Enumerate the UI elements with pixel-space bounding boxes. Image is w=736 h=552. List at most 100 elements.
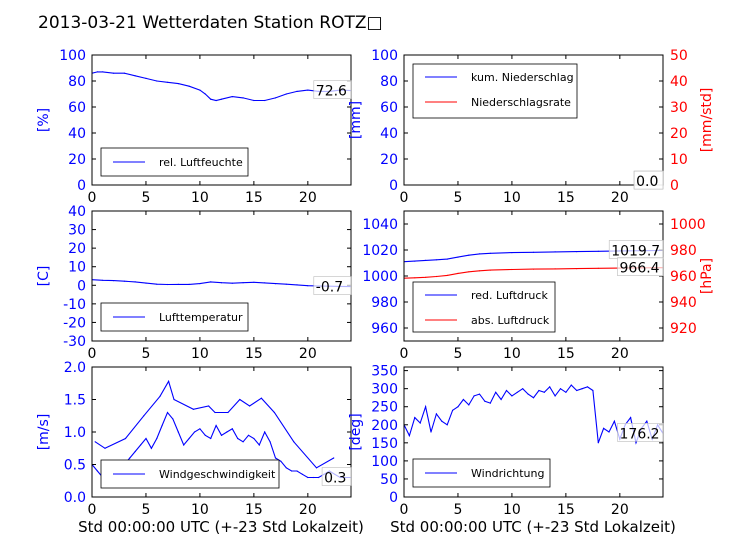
data-point [258, 444, 260, 446]
x-tick-label: 5 [141, 346, 150, 362]
panel-wind_speed: 0 5 10 15 20 0.0 0.5 1.0 1.5 2.0 [m/s] Windgeschwin… [36, 360, 352, 518]
y-tick-label: 1040 [362, 217, 398, 233]
data-point [414, 417, 416, 419]
data-point [446, 424, 448, 426]
data-point [495, 391, 497, 393]
data-point [478, 270, 481, 272]
data-point [285, 93, 287, 95]
x-tick-label: 5 [141, 502, 150, 518]
data-point [293, 441, 295, 443]
panel-humidity: 0 5 10 15 20 0 20 40 60 80 100 [%] rel. Luftfeuchte 7… [36, 48, 352, 206]
y-tick-label: 60 [380, 100, 398, 116]
x-tick-label: 20 [299, 346, 317, 362]
data-point [414, 277, 416, 279]
data-point [462, 398, 464, 401]
data-point [543, 391, 545, 393]
latest-value: 176.2 [620, 426, 660, 442]
data-point [549, 386, 551, 388]
data-point [576, 251, 578, 253]
y-axis-label: [%] [36, 108, 52, 132]
data-point [249, 405, 251, 407]
x-tick-label: 5 [141, 190, 150, 206]
data-point [214, 411, 216, 414]
data-point [592, 389, 594, 392]
data-point [247, 434, 250, 436]
x-tick-label: 10 [503, 346, 521, 362]
data-point [630, 417, 632, 419]
data-point [94, 441, 96, 443]
legend-label: kum. Niederschlag [471, 71, 574, 84]
y-tick-label: 1000 [362, 269, 398, 285]
y-tick-label: 30 [68, 223, 86, 239]
data-point [166, 283, 169, 286]
legend-box [412, 281, 556, 333]
y-axis-label: [deg] [348, 413, 364, 450]
data-point [511, 252, 513, 254]
y-right-tick-label: 980 [670, 243, 697, 259]
data-point [123, 72, 125, 74]
axes-frame [91, 54, 352, 186]
y-tick-label: 0.0 [64, 490, 86, 506]
y-right-tick-label: 20 [670, 126, 688, 142]
y-tick-label: 100 [371, 48, 398, 64]
data-point [435, 259, 437, 261]
data-point [113, 72, 115, 74]
y-tick-label: 1.0 [64, 425, 86, 441]
data-point [220, 98, 223, 100]
data-point [210, 437, 212, 440]
data-point [597, 250, 599, 252]
data-point [489, 252, 491, 254]
data-point [96, 470, 98, 472]
data-point [441, 420, 443, 422]
data-point [220, 434, 223, 436]
data-point [143, 415, 145, 417]
data-point [457, 272, 459, 274]
data-point [527, 393, 529, 395]
data-point [215, 99, 217, 102]
y-tick-label: 20 [68, 152, 86, 168]
panel-wind_direction: 0 5 10 15 20050100150200250300350[deg]Windri… [348, 364, 664, 518]
data-point [301, 473, 303, 475]
data-point [559, 388, 562, 390]
y-tick-label: 2.0 [64, 360, 86, 376]
panel-temperature: 0 5 10 15 20 -30 -20 -10 0 10 20 30 40 [C] Lufttempera… [36, 204, 352, 362]
data-point [140, 444, 142, 446]
data-point [199, 89, 201, 91]
data-point [489, 402, 491, 404]
data-point [156, 437, 158, 440]
data-point [129, 457, 131, 459]
data-point [156, 80, 158, 82]
data-point [468, 254, 470, 256]
y-tick-label: 10 [68, 260, 86, 276]
latest-value-box [313, 80, 352, 99]
data-point [296, 470, 298, 472]
data-point [188, 85, 190, 87]
data-point [134, 281, 136, 283]
legend-label: Windgeschwindigkeit [159, 468, 276, 481]
data-point [193, 431, 196, 433]
data-point [446, 274, 448, 276]
data-point [145, 77, 147, 79]
data-point [603, 427, 605, 429]
y-right-tick-label: 0 [670, 178, 679, 194]
y-tick-label: -10 [63, 297, 86, 313]
x-tick-label: 5 [453, 190, 462, 206]
data-point [210, 281, 212, 283]
y-right-tick-label: 10 [670, 152, 688, 168]
legend: Windrichtung [412, 458, 551, 488]
y-right-tick-label: 920 [670, 321, 697, 337]
data-point [554, 395, 556, 397]
data-point [457, 406, 459, 408]
data-point [237, 437, 239, 440]
data-point [113, 280, 115, 282]
data-point [188, 283, 190, 285]
latest-value: 1019.7 [611, 243, 660, 259]
data-point [192, 408, 194, 410]
data-point [253, 437, 255, 440]
y-tick-label: 80 [68, 74, 86, 90]
x-tick-label: 10 [503, 502, 521, 518]
data-point [646, 420, 648, 422]
data-point [532, 397, 535, 399]
